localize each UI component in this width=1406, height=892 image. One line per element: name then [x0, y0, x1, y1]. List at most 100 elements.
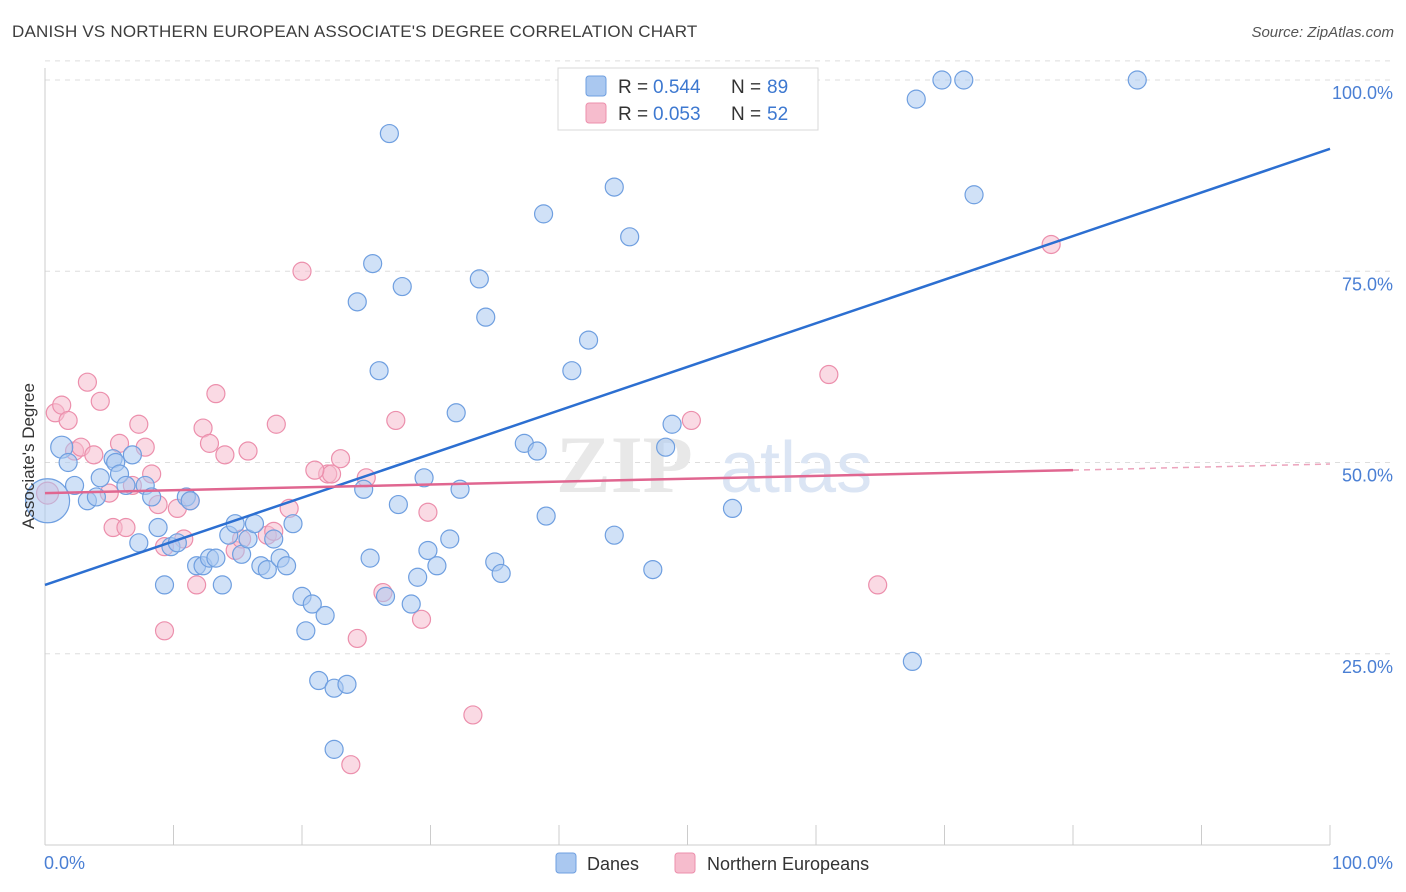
legend-danes-r-label: R = [618, 77, 648, 98]
danes-point-25 [212, 575, 232, 595]
y-axis-label: Associate's Degree [19, 383, 38, 529]
y-tick-label-25: 25.0% [1342, 657, 1393, 677]
ne-point-30 [238, 441, 258, 461]
danes-point-44 [337, 674, 357, 694]
danes-point-84 [964, 185, 984, 205]
danes-point-33 [264, 529, 284, 549]
legend-danes-n-value: 89 [767, 77, 788, 98]
y-tick-label-75: 75.0% [1342, 274, 1393, 294]
trend-layer [44, 147, 1331, 587]
danes-point-45 [347, 292, 367, 312]
danes-point-82 [932, 70, 952, 90]
danes-point-80 [902, 651, 922, 672]
grid-layer: 25.0% 50.0% 75.0% 100.0% [45, 60, 1393, 677]
danes-point-47 [360, 548, 380, 568]
ne-point-40 [347, 628, 367, 649]
series-legend-ne-swatch [674, 852, 696, 874]
ne-point-26 [206, 384, 226, 404]
danes-point-72 [604, 177, 624, 197]
danes-point-57 [418, 540, 438, 561]
legend-ne-n-label: N = [731, 104, 761, 125]
ne-point-19 [154, 621, 175, 641]
danes-point-74 [620, 227, 640, 247]
ne-trend-line [44, 468, 1074, 495]
y-tick-label-100: 100.0% [1332, 83, 1393, 103]
danes-trend-line [44, 147, 1331, 587]
ne-point-45 [463, 705, 483, 725]
legend-danes-swatch [585, 75, 607, 97]
danes-point-35 [276, 556, 297, 576]
danes-point-56 [414, 468, 434, 488]
danes-point-83 [954, 70, 974, 90]
danes-point-14 [142, 487, 162, 507]
chart-title: DANISH VS NORTHERN EUROPEAN ASSOCIATE'S … [12, 22, 698, 41]
danes-point-2 [58, 452, 78, 473]
danes-point-38 [296, 621, 316, 641]
series-legend: Danes Northern Europeans [555, 852, 869, 874]
legend-ne-n-value: 52 [767, 104, 788, 125]
danes-point-43 [324, 739, 344, 759]
danes-point-11 [122, 445, 142, 465]
ne-point-35 [292, 261, 312, 281]
danes-point-50 [375, 586, 396, 606]
ne-point-7 [84, 445, 104, 465]
danes-point-85 [1127, 70, 1147, 90]
danes-point-59 [440, 529, 460, 549]
series-legend-danes-label: Danes [587, 854, 639, 874]
danes-point-39 [302, 594, 322, 614]
danes-point-48 [363, 254, 383, 274]
danes-point-3 [64, 475, 85, 496]
x-tick-label-max: 100.0% [1332, 853, 1393, 873]
ne-point-43 [411, 609, 432, 629]
legend-danes-n-label: N = [731, 77, 761, 98]
ne-point-33 [266, 414, 286, 434]
danes-point-54 [401, 594, 421, 614]
ne-point-14 [129, 414, 149, 434]
watermark-zip: ZIP [556, 419, 693, 510]
chart-source: Source: ZipAtlas.com [1251, 24, 1394, 41]
danes-point-0 [24, 478, 71, 524]
danes-point-24 [206, 548, 226, 568]
ne-point-42 [386, 410, 406, 431]
danes-point-58 [427, 556, 447, 576]
danes-point-81 [906, 89, 926, 109]
y-tick-label-50: 50.0% [1342, 466, 1393, 486]
danes-point-30 [244, 514, 265, 534]
danes-points [24, 70, 1147, 759]
danes-point-52 [388, 494, 408, 515]
danes-point-69 [536, 506, 556, 526]
ne-trend-line-extension [1072, 463, 1331, 471]
danes-point-62 [469, 269, 489, 289]
ne-point-38 [330, 449, 351, 469]
legend-danes-r-value: 0.544 [653, 77, 701, 98]
legend-ne-r-label: R = [618, 104, 648, 125]
legend-ne-swatch [585, 102, 607, 124]
danes-point-32 [257, 559, 277, 580]
danes-point-51 [379, 123, 399, 144]
ne-point-48 [868, 575, 888, 595]
danes-point-49 [369, 361, 389, 381]
ne-point-46 [681, 410, 701, 431]
danes-point-41 [315, 605, 335, 626]
ne-point-44 [418, 502, 438, 522]
danes-point-73 [604, 525, 624, 545]
series-legend-ne-label: Northern Europeans [707, 854, 869, 874]
ne-point-27 [215, 445, 235, 465]
danes-point-40 [309, 670, 329, 691]
legend-ne-r-value: 0.053 [653, 104, 701, 125]
ne-point-3 [58, 410, 78, 431]
x-tick-label-min: 0.0% [44, 853, 85, 873]
danes-point-75 [643, 559, 663, 580]
danes-point-6 [90, 468, 110, 488]
correlation-legend: R = 0.544 N = 89 R = 0.053 N = 52 [557, 67, 819, 131]
danes-point-68 [533, 204, 554, 224]
danes-point-53 [392, 276, 412, 297]
danes-point-20 [180, 491, 200, 511]
ne-point-47 [819, 364, 839, 385]
ne-point-23 [187, 575, 207, 595]
watermark-atlas: atlas [720, 428, 872, 508]
danes-point-67 [527, 441, 547, 461]
danes-point-77 [662, 414, 682, 434]
danes-point-60 [446, 403, 466, 423]
